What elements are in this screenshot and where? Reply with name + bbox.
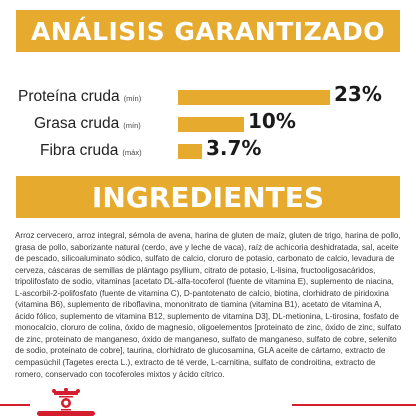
nutrient-value: 3.7% <box>206 136 262 160</box>
nutrient-qualifier: (máx) <box>122 148 142 157</box>
nutrient-value: 23% <box>334 82 382 106</box>
footer-divider-right <box>292 404 416 406</box>
nutrient-name: Proteína cruda <box>18 88 120 105</box>
nutrient-bar <box>178 144 202 159</box>
royal-canin-logo-icon <box>37 388 95 416</box>
nutrient-value: 10% <box>248 109 296 133</box>
nutrient-qualifier: (mín) <box>123 121 141 130</box>
nutrient-label: Grasa cruda (mín) <box>34 112 141 136</box>
nutrient-row-fat: Grasa cruda (mín) 10% <box>0 109 416 136</box>
ingredients-text: Arroz cervecero, arroz integral, sémola … <box>15 231 402 379</box>
guaranteed-analysis-title: ANÁLISIS GARANTIZADO <box>30 16 386 46</box>
nutrient-label: Fibra cruda (máx) <box>40 139 142 163</box>
nutrient-label: Proteína cruda (mín) <box>18 85 141 109</box>
nutrient-name: Grasa cruda <box>34 115 120 132</box>
nutrient-name: Fibra cruda <box>40 142 119 159</box>
nutrient-row-protein: Proteína cruda (mín) 23% <box>0 82 416 109</box>
nutrient-qualifier: (mín) <box>123 94 142 103</box>
nutrient-bar <box>178 90 330 105</box>
nutrient-row-fiber: Fibra cruda (máx) 3.7% <box>0 136 416 163</box>
footer-divider-left <box>0 404 30 406</box>
nutrient-bar <box>178 117 244 132</box>
ingredients-banner: INGREDIENTES <box>16 176 400 218</box>
guaranteed-analysis-banner: ANÁLISIS GARANTIZADO <box>16 10 400 52</box>
ingredients-title: INGREDIENTES <box>91 180 325 214</box>
